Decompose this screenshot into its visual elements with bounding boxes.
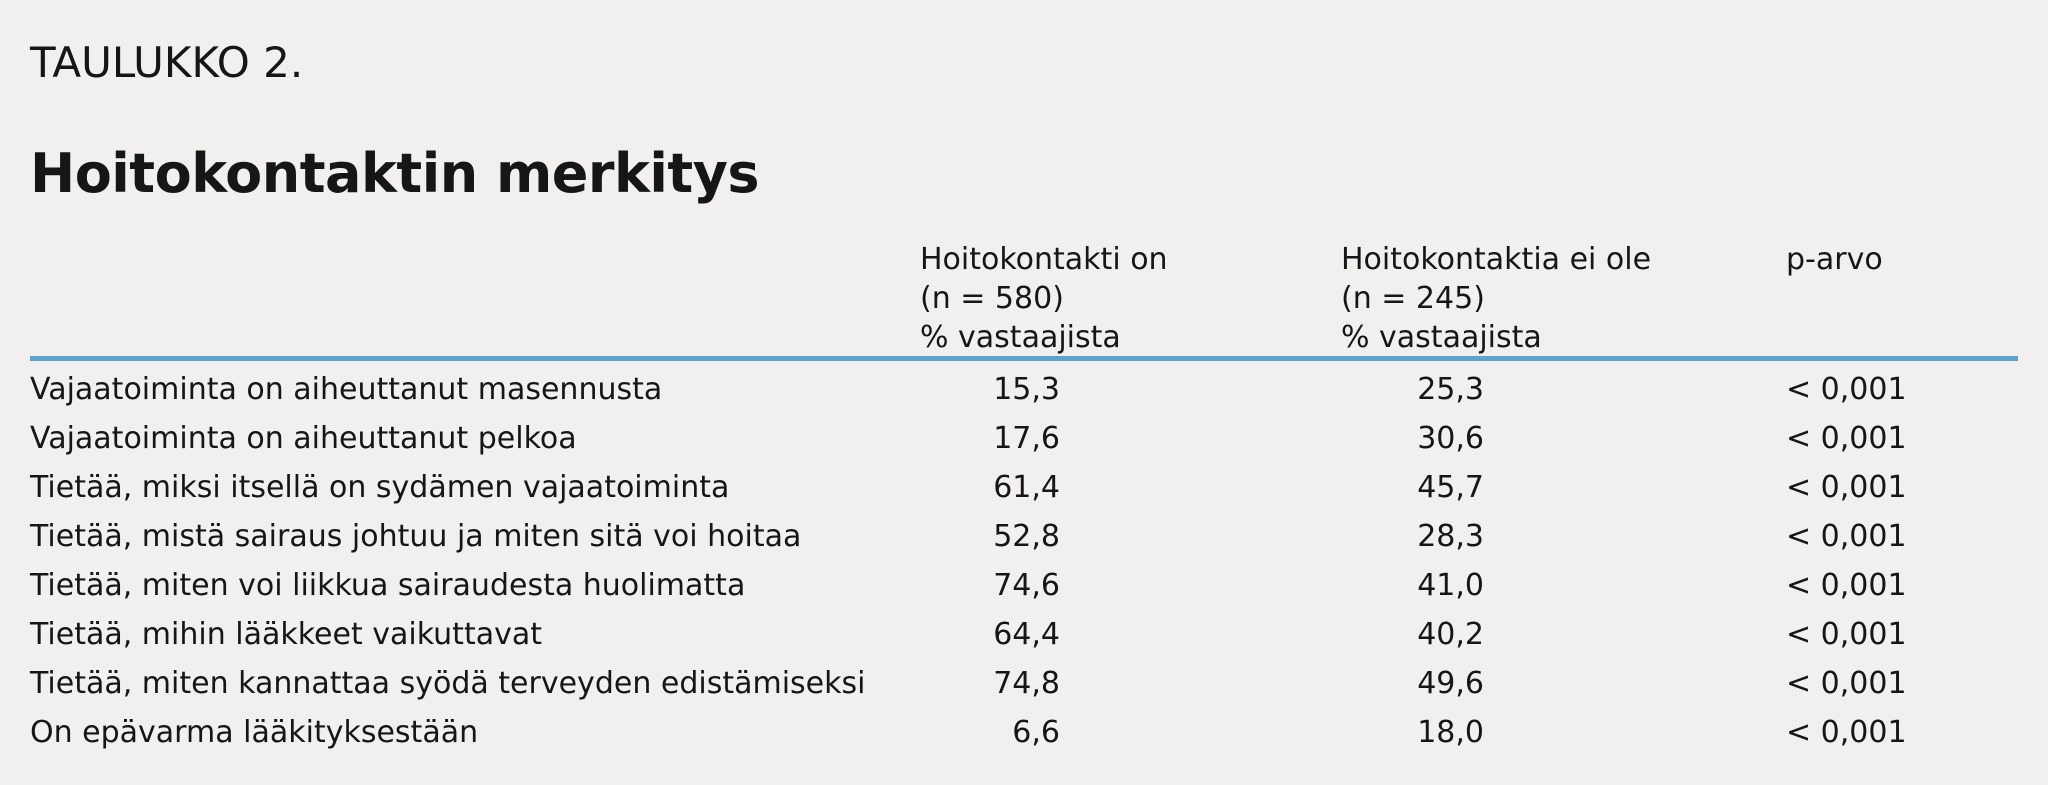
row-label: Tietää, miksi itsellä on sydämen vajaato…: [30, 470, 730, 505]
p-value: < 0,001: [1786, 568, 1907, 603]
value-without-contact: 28,3: [1417, 519, 1484, 554]
value-without-contact: 49,6: [1417, 666, 1484, 701]
header-divider: [30, 356, 2018, 361]
value-without-contact: 45,7: [1417, 470, 1484, 505]
value-with-contact: 74,8: [993, 666, 1060, 701]
table-row: Tietää, mihin lääkkeet vaikuttavat 64,4 …: [0, 611, 2048, 660]
value-with-contact: 64,4: [993, 617, 1060, 652]
column-header-line: (n = 245): [1341, 281, 1485, 316]
p-value: < 0,001: [1786, 519, 1907, 554]
column-header-without-contact: Hoitokontaktia ei ole (n = 245) % vastaa…: [1341, 240, 1651, 357]
p-value: < 0,001: [1786, 715, 1907, 750]
column-header-line: Hoitokontakti on: [920, 242, 1168, 277]
value-with-contact: 15,3: [993, 372, 1060, 407]
column-header-line: % vastaajista: [1341, 320, 1542, 355]
p-value: < 0,001: [1786, 666, 1907, 701]
column-header-line: Hoitokontaktia ei ole: [1341, 242, 1652, 277]
table-row: Tietää, miten kannattaa syödä terveyden …: [0, 660, 2048, 709]
row-label: Tietää, mistä sairaus johtuu ja miten si…: [30, 519, 802, 554]
value-with-contact: 6,6: [1012, 715, 1060, 750]
column-header-p-value: p-arvo: [1786, 240, 1883, 279]
table-body: Vajaatoiminta on aiheuttanut masennusta …: [0, 366, 2048, 758]
p-value: < 0,001: [1786, 470, 1907, 505]
value-without-contact: 18,0: [1417, 715, 1484, 750]
value-without-contact: 40,2: [1417, 617, 1484, 652]
value-with-contact: 74,6: [993, 568, 1060, 603]
p-value: < 0,001: [1786, 372, 1907, 407]
value-without-contact: 25,3: [1417, 372, 1484, 407]
p-value: < 0,001: [1786, 617, 1907, 652]
table-title: Hoitokontaktin merkitys: [30, 142, 760, 205]
row-label: Vajaatoiminta on aiheuttanut pelkoa: [30, 421, 577, 456]
value-with-contact: 61,4: [993, 470, 1060, 505]
row-label: Vajaatoiminta on aiheuttanut masennusta: [30, 372, 663, 407]
value-with-contact: 17,6: [993, 421, 1060, 456]
table-row: Vajaatoiminta on aiheuttanut masennusta …: [0, 366, 2048, 415]
column-header-line: (n = 580): [920, 281, 1064, 316]
table-row: On epävarma lääkityksestään 6,6 18,0 < 0…: [0, 709, 2048, 758]
row-label: Tietää, mihin lääkkeet vaikuttavat: [30, 617, 542, 652]
table-row: Tietää, miksi itsellä on sydämen vajaato…: [0, 464, 2048, 513]
table-row: Tietää, mistä sairaus johtuu ja miten si…: [0, 513, 2048, 562]
value-with-contact: 52,8: [993, 519, 1060, 554]
p-value: < 0,001: [1786, 421, 1907, 456]
table-row: Vajaatoiminta on aiheuttanut pelkoa 17,6…: [0, 415, 2048, 464]
column-header-with-contact: Hoitokontakti on (n = 580) % vastaajista: [920, 240, 1168, 357]
row-label: Tietää, miten voi liikkua sairaudesta hu…: [30, 568, 746, 603]
value-without-contact: 30,6: [1417, 421, 1484, 456]
column-header-line: p-arvo: [1786, 242, 1883, 277]
row-label: Tietää, miten kannattaa syödä terveyden …: [30, 666, 866, 701]
table-label: TAULUKKO 2.: [30, 38, 304, 87]
table-row: Tietää, miten voi liikkua sairaudesta hu…: [0, 562, 2048, 611]
row-label: On epävarma lääkityksestään: [30, 715, 479, 750]
value-without-contact: 41,0: [1417, 568, 1484, 603]
column-header-line: % vastaajista: [920, 320, 1121, 355]
